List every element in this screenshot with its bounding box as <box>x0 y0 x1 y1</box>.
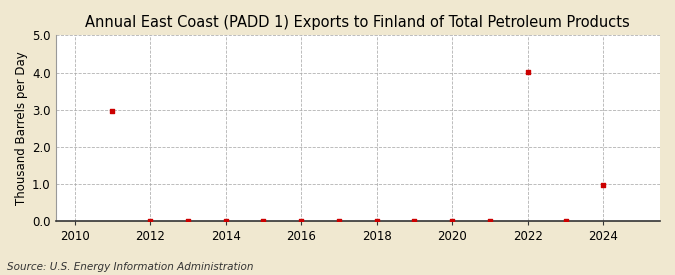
Point <box>485 219 495 223</box>
Point <box>598 183 609 188</box>
Point <box>409 219 420 223</box>
Point <box>371 219 382 223</box>
Point <box>107 109 117 113</box>
Point <box>144 219 155 223</box>
Title: Annual East Coast (PADD 1) Exports to Finland of Total Petroleum Products: Annual East Coast (PADD 1) Exports to Fi… <box>86 15 630 30</box>
Point <box>447 219 458 223</box>
Point <box>522 70 533 74</box>
Point <box>258 219 269 223</box>
Point <box>220 219 231 223</box>
Point <box>333 219 344 223</box>
Y-axis label: Thousand Barrels per Day: Thousand Barrels per Day <box>15 51 28 205</box>
Text: Source: U.S. Energy Information Administration: Source: U.S. Energy Information Administ… <box>7 262 253 272</box>
Point <box>560 219 571 223</box>
Point <box>296 219 306 223</box>
Point <box>182 219 193 223</box>
